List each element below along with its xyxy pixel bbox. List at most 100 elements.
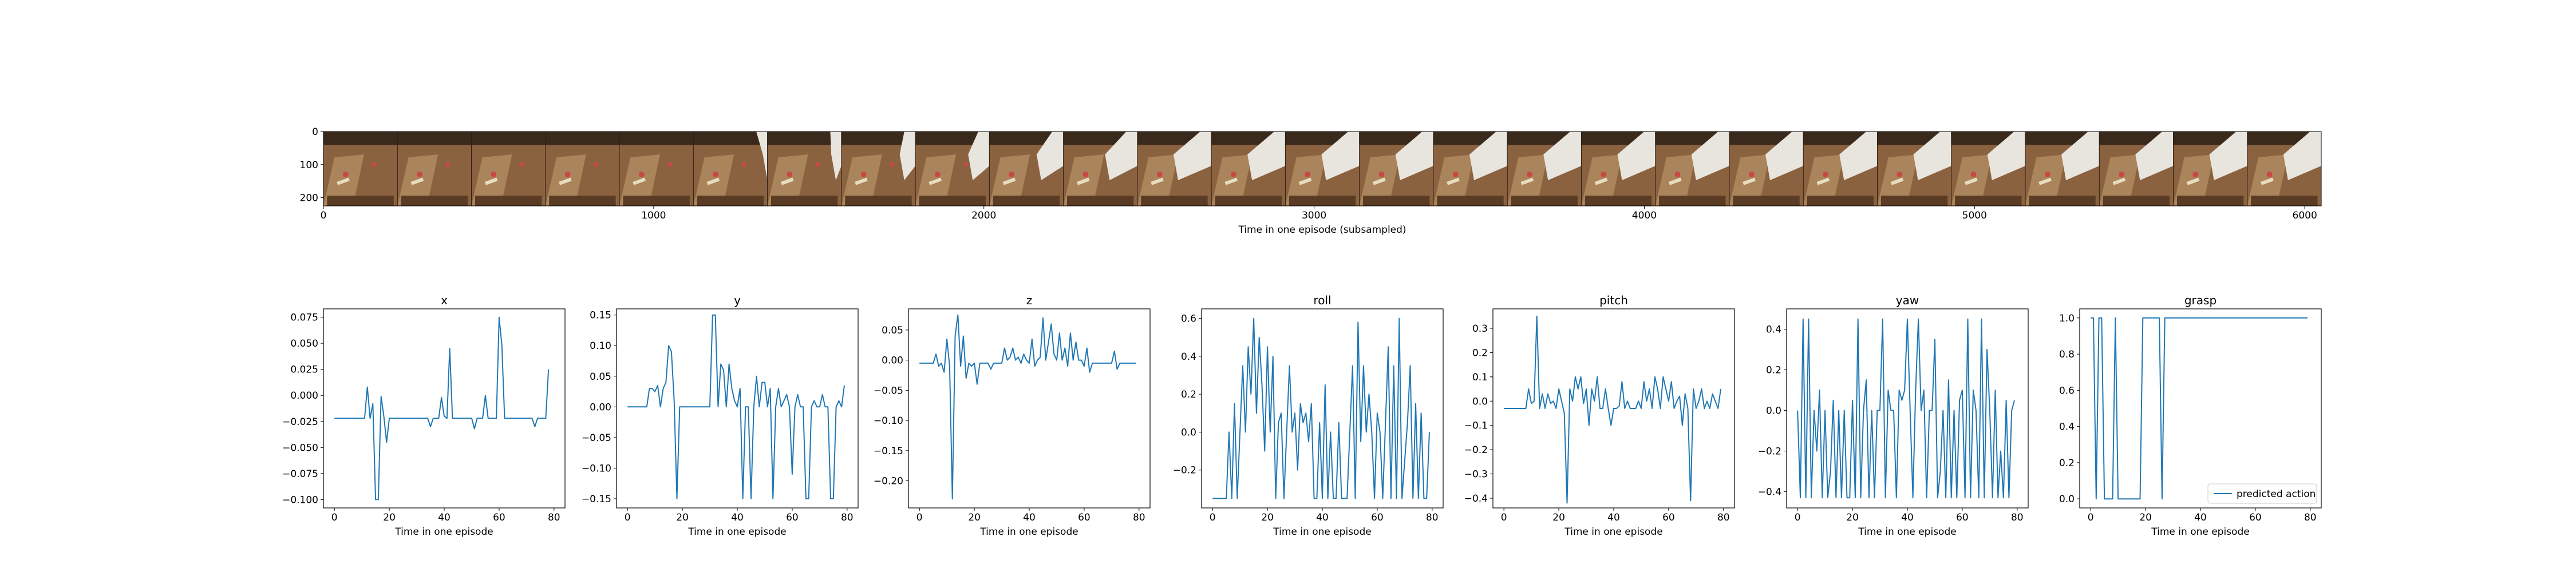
table-edge <box>697 196 764 206</box>
plot-frame <box>1492 308 1735 509</box>
x-tick-label: 80 <box>1426 512 1439 523</box>
y-tick-label: 0.3 <box>1472 323 1488 335</box>
plot-frame <box>908 308 1151 509</box>
object-marker <box>1224 177 1238 185</box>
robot-arm <box>968 132 990 180</box>
robot-arm <box>2283 132 2321 180</box>
frames-y-tick-label: 200 <box>300 193 318 204</box>
x-tick-label: 0 <box>331 512 338 523</box>
object-marker <box>1520 177 1534 185</box>
object-red <box>2119 172 2124 177</box>
frames-x-tick-label: 3000 <box>1302 210 1326 221</box>
frames-x-tick-label: 2000 <box>971 210 996 221</box>
y-tick-label: 1.0 <box>2059 313 2075 324</box>
video-frame <box>1433 132 1508 206</box>
y-tick-label: 0.00 <box>882 355 903 367</box>
y-ticks: 0.6 0.4 0.2 0.0 −0.2 <box>1173 313 1202 476</box>
table-edge <box>993 196 1060 206</box>
y-tick-label: 0.15 <box>590 310 611 321</box>
video-frame <box>1729 132 1804 206</box>
y-tick-label: −0.05 <box>874 385 903 396</box>
y-tick-label: −0.2 <box>1173 465 1196 476</box>
object-marker <box>2038 177 2052 185</box>
table-edge <box>1659 196 1726 206</box>
y-tick-label: 0.8 <box>2059 349 2075 360</box>
y-ticks: 0.15 0.10 0.05 0.00 −0.05 −0.10 −0.15 <box>582 310 617 505</box>
y-tick-label: 0.2 <box>2059 458 2075 469</box>
x-tick-label: 40 <box>438 512 451 523</box>
video-frame <box>2172 132 2247 206</box>
frame-top-shade <box>841 132 916 145</box>
robot-arm <box>1469 132 1508 180</box>
object-marker <box>1076 177 1090 185</box>
y-ticks: 0.3 0.2 0.1 0.0 −0.1 −0.2 −0.3 −0.4 <box>1464 323 1493 505</box>
x-tick-label: 60 <box>1078 512 1091 523</box>
frames-x-tick-label: 0 <box>321 210 327 221</box>
y-tick-label: 0.2 <box>1472 347 1488 359</box>
table-edge <box>327 196 394 206</box>
frames-y-tick-label: 100 <box>300 160 318 171</box>
object-red <box>1897 172 1903 177</box>
plot-frame <box>2079 308 2322 509</box>
y-tick-label: −0.10 <box>874 415 903 427</box>
video-frame <box>1063 132 1137 206</box>
y-tick-label: −0.050 <box>282 442 318 454</box>
video-frame <box>1655 132 1729 206</box>
frame-top-shade <box>397 132 472 145</box>
y-tick-label: −0.2 <box>1758 446 1781 458</box>
video-frame <box>545 132 620 206</box>
subplot-roll: roll 0 20 40 60 80 0.6 0.4 0.2 0.0 −0.2 Time in one… <box>1173 293 1444 538</box>
y-ticks: 0.05 0.00 −0.05 −0.10 −0.15 −0.20 <box>874 325 908 487</box>
table-edge <box>1733 196 1800 206</box>
video-frame <box>2099 132 2174 206</box>
object-red <box>1601 172 1607 177</box>
x-tick-label: 40 <box>2194 512 2207 523</box>
frames-x-tick-label: 5000 <box>1962 210 1987 221</box>
y-tick-label: 0.10 <box>590 340 611 352</box>
y-tick-label: −0.05 <box>582 432 611 444</box>
frame-top-shade <box>767 132 841 145</box>
frames-y-tick-label: 0 <box>312 126 318 138</box>
object-red <box>638 172 645 177</box>
object-marker <box>2186 177 2200 185</box>
y-tick-label: −0.2 <box>1464 444 1488 456</box>
subplot-grasp: grasp 0 20 40 60 80 1.0 0.8 0.6 0.4 0.2 0.0 Time in … <box>2059 293 2322 538</box>
subplot-title: z <box>1026 293 1033 307</box>
subplot-x: x 0 20 40 60 80 0.075 0.050 0.025 0.000 −0.025 −0.0… <box>282 293 566 538</box>
robot-arm <box>1395 132 1433 180</box>
robot-arm <box>2061 132 2100 180</box>
y-tick-label: 0.0 <box>2059 494 2075 505</box>
y-tick-label: 0.0 <box>1766 406 1781 417</box>
action-plots: x0 20 40 60 800.0750.0500.0250.000−0.025−0.0… <box>282 293 2322 538</box>
table-edge <box>475 196 542 206</box>
object-marker <box>2112 177 2126 185</box>
series-line <box>1797 318 2015 499</box>
x-tick-label: 40 <box>1901 512 1914 523</box>
table-edge <box>623 196 690 206</box>
object-red <box>1526 172 1532 177</box>
series-line <box>334 316 550 500</box>
video-frame <box>323 132 398 206</box>
table-edge <box>1807 196 1874 206</box>
table-edge <box>1215 196 1282 206</box>
x-ticks: 0 20 40 60 80 <box>1795 508 2024 523</box>
x-tick-label: 0 <box>1501 512 1507 523</box>
robot-arm <box>1839 132 1878 180</box>
x-tick-label: 20 <box>1846 512 1859 523</box>
object-marker <box>559 177 572 185</box>
frames-y-ticks: 0 100 200 <box>300 126 323 204</box>
y-tick-label: −0.10 <box>582 463 611 474</box>
video-frame <box>397 132 472 206</box>
y-tick-label: −0.025 <box>282 416 318 428</box>
object-red <box>1305 172 1311 177</box>
video-frame <box>693 132 768 206</box>
frames-border <box>323 131 2322 206</box>
x-tick-label: 20 <box>383 512 396 523</box>
table-edge <box>1067 196 1134 206</box>
y-tick-label: −0.4 <box>1464 493 1488 505</box>
object-red <box>564 172 571 177</box>
frame-top-shade <box>915 132 990 145</box>
object-marker <box>1447 177 1460 185</box>
legend: predicted action <box>2207 483 2317 504</box>
y-ticks: 0.4 0.2 0.0 −0.2 −0.4 <box>1758 324 1787 498</box>
